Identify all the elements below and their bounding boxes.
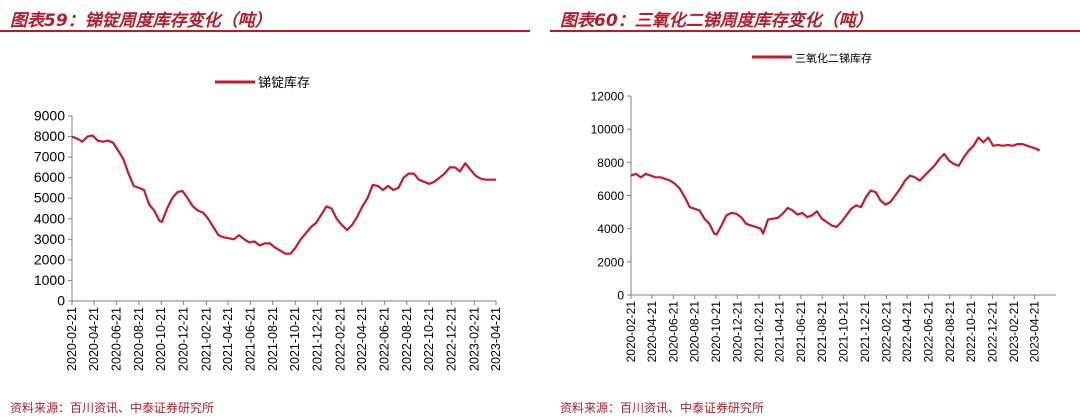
x-tick-label: 2023-02-21	[467, 307, 481, 371]
x-tick-label: 2020-08-21	[132, 307, 146, 371]
y-tick-label: 4000	[597, 222, 624, 236]
x-tick-label: 2020-12-21	[177, 307, 191, 371]
y-tick-label: 9000	[34, 108, 65, 124]
y-tick-label: 3000	[34, 231, 65, 247]
y-tick-label: 5000	[34, 190, 65, 206]
x-tick-label: 2021-04-21	[773, 301, 787, 363]
chart-title: 图表60：三氧化二锑周度库存变化（吨）	[560, 11, 873, 31]
x-tick-label: 2021-10-21	[837, 301, 851, 363]
x-tick-label: 2022-10-21	[422, 307, 436, 371]
x-tick-label: 2021-06-21	[243, 307, 257, 371]
x-tick-label: 2022-04-21	[900, 301, 914, 363]
x-tick-label: 2021-10-21	[288, 307, 302, 371]
x-tick-label: 2021-08-21	[266, 307, 280, 371]
chart-title: 图表59：锑锭周度库存变化（吨）	[10, 11, 272, 31]
x-tick-label: 2022-08-21	[400, 307, 414, 371]
title-rule	[0, 30, 530, 32]
chart-svg: 0 1000 2000 3000 4000 5000 6000 7000 8000 9000 202…	[34, 75, 503, 371]
x-tick-label: 2022-08-21	[943, 301, 957, 363]
x-tick-label: 2020-04-21	[87, 307, 101, 371]
x-tick-label: 2022-02-21	[333, 307, 347, 371]
x-tick-label: 2020-04-21	[645, 301, 659, 363]
x-tick-label: 2021-06-21	[794, 301, 808, 363]
series-line	[71, 134, 496, 255]
right-chart-panel: 图表60：三氧化二锑周度库存变化（吨） 0 2000 4000 6000 8000 100…	[550, 0, 1080, 420]
y-tick-label: 8000	[597, 156, 624, 170]
x-tick-label: 2021-12-21	[858, 301, 872, 363]
x-tick-label: 2021-04-21	[221, 307, 235, 371]
y-tick-label: 8000	[34, 128, 65, 144]
y-tick-label: 2000	[34, 251, 65, 267]
x-tick-label: 2020-06-21	[109, 307, 123, 371]
x-tick-label: 2020-08-21	[688, 301, 702, 363]
x-tick-label: 2023-04-21	[1028, 301, 1042, 363]
x-tick-label: 2021-02-21	[199, 307, 213, 371]
y-tick-label: 10000	[591, 123, 625, 137]
x-tick-label: 2022-12-21	[445, 307, 459, 371]
series-line	[630, 136, 1041, 236]
y-tick-label: 0	[617, 289, 624, 303]
x-tick-label: 2020-02-21	[65, 307, 79, 371]
legend-label: 三氧化二锑库存	[795, 51, 872, 65]
chart-svg: 0 2000 4000 6000 8000 10000 12000 2020-02-21 202…	[591, 51, 1056, 363]
y-tick-label: 7000	[34, 149, 65, 165]
y-tick-label: 6000	[597, 189, 624, 203]
x-tick-label: 2020-06-21	[666, 301, 680, 363]
x-tick-label: 2021-02-21	[752, 301, 766, 363]
x-tick-label: 2023-04-21	[489, 307, 503, 371]
x-tick-label: 2022-06-21	[377, 307, 391, 371]
y-tick-label: 2000	[597, 255, 624, 269]
x-tick-label: 2023-02-21	[1007, 301, 1021, 363]
left-chart-panel: 图表59：锑锭周度库存变化（吨） 0 1000 2000 3000 4000 5000 60…	[0, 0, 530, 420]
title-rule	[550, 30, 1080, 32]
y-tick-label: 6000	[34, 169, 65, 185]
x-tick-label: 2022-04-21	[355, 307, 369, 371]
y-tick-label: 0	[57, 293, 65, 309]
y-tick-label: 12000	[591, 90, 625, 104]
x-tick-label: 2020-10-21	[709, 301, 723, 363]
y-tick-label: 4000	[34, 210, 65, 226]
x-tick-label: 2022-02-21	[879, 301, 893, 363]
x-tick-label: 2022-06-21	[921, 301, 935, 363]
y-tick-label: 1000	[34, 272, 65, 288]
source-note: 资料来源：百川资讯、中泰证券研究所	[10, 401, 215, 415]
x-tick-label: 2021-12-21	[311, 307, 325, 371]
x-tick-label: 2020-02-21	[624, 301, 638, 363]
x-tick-label: 2020-12-21	[730, 301, 744, 363]
x-tick-label: 2022-10-21	[964, 301, 978, 363]
x-tick-label: 2020-10-21	[154, 307, 168, 371]
legend-label: 锑锭库存	[258, 75, 310, 90]
x-tick-label: 2022-12-21	[985, 301, 999, 363]
x-tick-label: 2021-08-21	[815, 301, 829, 363]
source-note: 资料来源：百川资讯、中泰证券研究所	[560, 401, 765, 415]
